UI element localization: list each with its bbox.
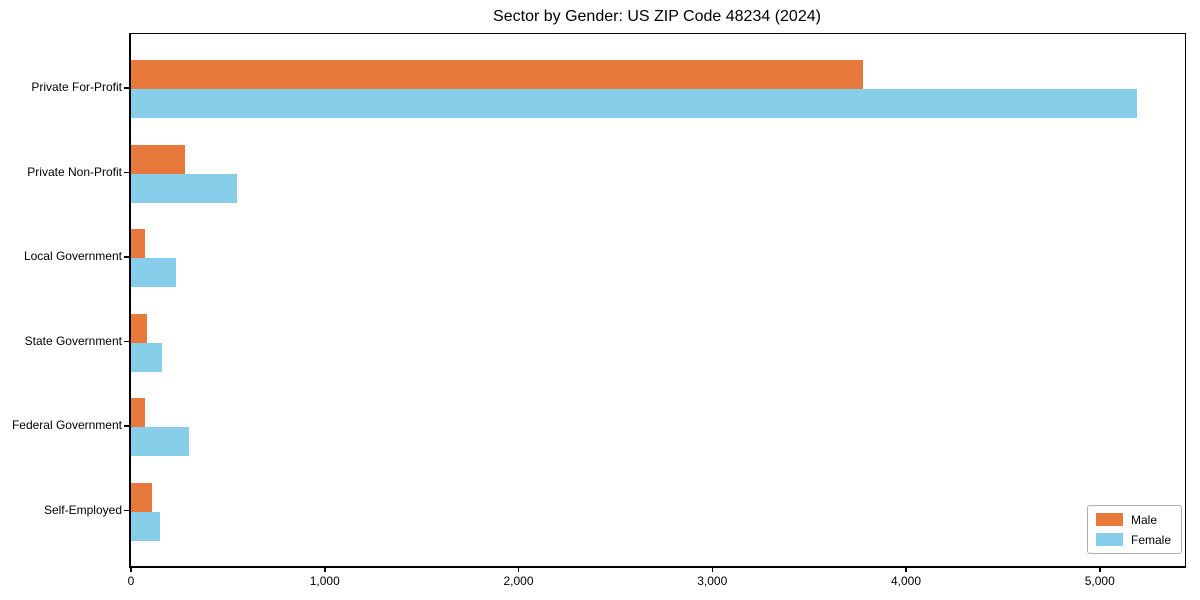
y-tick-mark [124,171,129,173]
x-tick-mark [130,567,132,572]
bar-female-local-government [131,258,176,287]
chart-title: Sector by Gender: US ZIP Code 48234 (202… [493,8,821,25]
x-tick-label-2000: 2,000 [503,574,534,588]
x-tick-label-4000: 4,000 [890,574,922,588]
x-tick-label-3000: 3,000 [697,574,728,588]
bar-female-state-government [131,342,162,372]
x-tick-mark [1099,567,1101,572]
legend-label-female: Female [1130,532,1171,547]
y-tick-label-self-employed: Self-Employed [43,502,122,517]
legend-entry-male: Male [1095,512,1171,527]
legend-swatch-female [1095,533,1123,546]
x-tick-mark [517,567,520,572]
y-tick-label-state-government: State Government [24,333,122,348]
x-tick-label-1000: 1,000 [309,574,340,588]
legend-entry-female: Female [1095,532,1171,547]
legend-label-male: Male [1130,512,1157,527]
legend-swatch-male [1095,513,1123,526]
bar-female-private-for-profit [131,89,1137,118]
y-tick-mark [124,256,129,258]
y-tick-mark [124,425,129,427]
bar-male-private-for-profit [131,60,864,89]
bar-female-self-employed [131,511,161,541]
x-tick-label-0: 0 [127,574,135,588]
bar-male-state-government [131,313,147,343]
y-tick-label-private-for-profit: Private For-Profit [31,80,122,94]
legend: Male Female [1086,505,1182,554]
bar-male-self-employed [131,482,153,512]
y-tick-label-private-non-profit: Private Non-Profit [27,164,122,179]
x-tick-mark [324,567,326,572]
bar-female-federal-government [131,427,190,456]
y-tick-label-federal-government: Federal Government [11,418,122,432]
y-tick-mark [124,340,129,342]
plot-area: Male Female [129,33,1186,568]
bar-male-private-non-profit [131,144,186,174]
x-tick-mark [711,567,713,572]
bar-male-local-government [131,229,145,258]
y-tick-label-local-government: Local Government [23,249,122,263]
y-tick-mark [124,87,129,89]
x-tick-label-5000: 5,000 [1084,574,1115,588]
x-tick-mark [905,567,907,572]
y-tick-mark [124,509,129,511]
bar-female-private-non-profit [131,173,237,203]
bar-male-federal-government [131,398,145,427]
